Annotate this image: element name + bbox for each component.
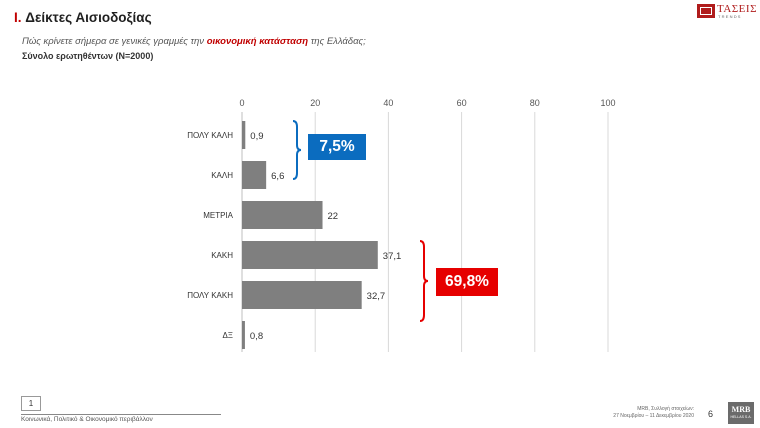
bar: [242, 241, 378, 269]
positive-total-badge: 7,5%: [308, 134, 366, 160]
x-tick-label: 0: [239, 98, 244, 108]
section-number: 1: [21, 396, 41, 411]
title-text: Δείκτες Αισιοδοξίας: [25, 10, 152, 25]
question-highlight: οικονομική κατάσταση: [206, 36, 309, 47]
question-before: Πώς κρίνετε σήμερα σε γενικές γραμμές τη…: [22, 36, 207, 47]
category-label: ΠΟΛΥ ΚΑΛΗ: [187, 131, 233, 140]
category-label: ΚΑΛΗ: [211, 171, 233, 180]
fieldwork-line1: MRB, Συλλογή στοιχείων:: [637, 406, 694, 412]
data-label: 0,9: [250, 131, 263, 142]
positive-bracket: [292, 120, 302, 180]
bar: [242, 281, 362, 309]
category-label: ΚΑΚΗ: [211, 251, 233, 260]
footer-divider: [21, 414, 221, 415]
category-label: ΠΟΛΥ ΚΑΚΗ: [187, 291, 233, 300]
bar: [242, 321, 245, 349]
category-label: ΜΕΤΡΙΑ: [203, 211, 233, 220]
section-name: Κοινωνικά, Πολιτικό & Οικονομικό περιβάλ…: [21, 416, 153, 423]
question-after: της Ελλάδας;: [308, 36, 366, 47]
x-tick-label: 100: [600, 98, 615, 108]
bar: [242, 161, 267, 189]
bar: [242, 201, 323, 229]
mrb-logo: MRB HELLAS S.A.: [728, 402, 754, 424]
data-label: 22: [328, 211, 339, 222]
negative-bracket: [419, 240, 429, 322]
x-tick-label: 60: [457, 98, 467, 108]
fieldwork-line2: 27 Νοεμβρίου – 11 Δεκεμβρίου 2020: [613, 412, 694, 419]
negative-total-badge: 69,8%: [436, 268, 498, 296]
page-title: I. Δείκτες Αισιοδοξίας: [14, 10, 152, 25]
page-number: 6: [708, 409, 714, 419]
sample-size: Σύνολο ερωτηθέντων (N=2000): [22, 51, 154, 61]
tasis-logo: ΤΑΣΕΙΣ TRENDS: [697, 3, 757, 19]
logo-brand: ΤΑΣΕΙΣ: [717, 3, 757, 15]
x-tick-label: 20: [310, 98, 320, 108]
fieldwork-note: MRB, Συλλογή στοιχείων: 27 Νοεμβρίου – 1…: [613, 406, 694, 419]
mrb-logo-sub: HELLAS S.A.: [730, 415, 752, 419]
data-label: 6,6: [271, 171, 284, 182]
mrb-logo-text: MRB: [731, 405, 751, 414]
x-tick-label: 40: [383, 98, 393, 108]
logo-mark-icon: [697, 4, 715, 18]
question-text: Πώς κρίνετε σήμερα σε γενικές γραμμές τη…: [22, 36, 366, 47]
logo-tagline: TRENDS: [718, 14, 742, 19]
title-prefix: I.: [14, 10, 22, 25]
data-label: 0,8: [250, 331, 263, 342]
bar: [242, 121, 246, 149]
category-label: ΔΞ: [222, 331, 233, 340]
data-label: 32,7: [367, 291, 386, 302]
data-label: 37,1: [383, 251, 402, 262]
x-tick-label: 80: [530, 98, 540, 108]
